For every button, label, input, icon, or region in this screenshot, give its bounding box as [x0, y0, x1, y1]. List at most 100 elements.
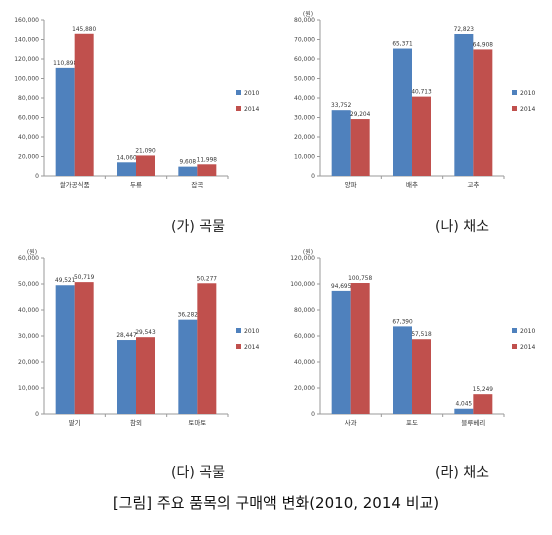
category-label: 블루베리	[461, 418, 485, 427]
bar-2010	[331, 290, 351, 414]
bar-2010	[55, 285, 75, 414]
bar-2010	[178, 166, 198, 176]
y-tick-label: 30,000	[18, 333, 39, 340]
unit-label: (원)	[27, 248, 37, 256]
y-tick-label: 0	[35, 173, 39, 180]
legend-label: 2014	[244, 106, 259, 113]
chart-d-vegetables: (원) 0 20,000 40,000 60,000 80,000 100,000 120,0…	[276, 244, 552, 444]
unit-label: (원)	[303, 248, 313, 256]
category-label: 고추	[467, 181, 479, 189]
chart-a-grains: 0 20,000 40,000 60,000 80,000 100,000 120,000 1…	[0, 6, 276, 206]
category-label: 딸기	[69, 418, 81, 427]
caption-a: (가) 곡물	[170, 219, 225, 235]
legend-swatch	[236, 328, 241, 333]
bar-2014	[136, 155, 155, 176]
y-tick-label: 60,000	[294, 333, 315, 340]
bar-2014	[412, 96, 431, 176]
data-label: 36,282	[178, 313, 199, 319]
chart-svg: 0 20,000 40,000 60,000 80,000 100,000 120,000 1…	[14, 17, 259, 189]
y-tick-label: 0	[35, 411, 39, 418]
bar-2014	[473, 49, 493, 177]
category-label: 토마토	[188, 418, 206, 427]
bar-2014	[74, 33, 94, 176]
y-tick-label: 20,000	[18, 154, 39, 161]
bar-2014	[74, 282, 94, 414]
y-tick-label: 20,000	[294, 385, 315, 392]
bar-2010	[117, 162, 136, 176]
category-label: 잡곡	[191, 181, 203, 189]
data-label: 21,090	[135, 148, 156, 154]
unit-label: (원)	[303, 10, 313, 18]
y-tick-label: 80,000	[294, 17, 315, 24]
bar-2010	[454, 33, 474, 176]
chart-svg: (원) 0 20,000 40,000 60,000 80,000 100,000 120,0…	[290, 248, 535, 427]
bar-2014	[473, 394, 493, 414]
data-label: 11,998	[197, 157, 218, 163]
y-tick-label: 10,000	[294, 154, 315, 161]
data-label: 64,908	[473, 42, 494, 48]
y-tick-label: 160,000	[14, 17, 39, 24]
legend-label: 2010	[244, 328, 259, 335]
caption-d: (라) 채소	[434, 465, 489, 481]
legend-label: 2014	[520, 106, 535, 113]
legend-swatch	[512, 90, 517, 95]
data-label: 100,758	[348, 276, 372, 282]
category-label: 참외	[130, 419, 142, 427]
category-label: 두류	[130, 181, 142, 189]
y-tick-label: 40,000	[18, 307, 39, 314]
caption-b: (나) 채소	[434, 219, 489, 235]
y-tick-label: 80,000	[18, 95, 39, 102]
y-tick-label: 140,000	[14, 37, 39, 44]
y-tick-label: 50,000	[18, 281, 39, 288]
data-label: 40,713	[411, 90, 432, 96]
y-tick-label: 0	[311, 173, 315, 180]
chart-svg: (원) 0 10,000 20,000 30,000 40,000 50,000 60,000…	[294, 10, 535, 189]
y-tick-label: 100,000	[14, 76, 39, 83]
category-label: 양파	[345, 180, 357, 189]
data-label: 49,521	[55, 278, 76, 284]
y-tick-label: 20,000	[18, 359, 39, 366]
y-tick-label: 40,000	[18, 134, 39, 141]
data-label: 50,277	[197, 276, 218, 282]
bar-2014	[136, 337, 155, 414]
chart-svg: (원) 0 10,000 20,000 30,000 40,000 50,000 60,000…	[18, 248, 259, 427]
y-tick-label: 50,000	[294, 76, 315, 83]
legend-swatch	[512, 106, 517, 111]
bar-2014	[350, 119, 370, 176]
y-tick-label: 20,000	[294, 134, 315, 141]
y-tick-label: 120,000	[14, 56, 39, 63]
y-tick-label: 120,000	[290, 255, 315, 262]
data-label: 65,371	[392, 42, 413, 48]
legend-swatch	[236, 90, 241, 95]
legend-swatch	[512, 328, 517, 333]
bar-2010	[55, 67, 75, 176]
data-label: 50,719	[74, 275, 95, 281]
data-label: 94,695	[331, 284, 352, 290]
y-tick-label: 60,000	[18, 255, 39, 262]
data-label: 29,204	[350, 112, 371, 118]
category-label: 사과	[345, 418, 357, 427]
y-tick-label: 60,000	[18, 115, 39, 122]
legend-swatch	[236, 344, 241, 349]
data-label: 72,823	[454, 27, 475, 33]
legend-swatch	[236, 106, 241, 111]
y-tick-label: 40,000	[294, 95, 315, 102]
y-tick-label: 10,000	[18, 385, 39, 392]
y-tick-label: 70,000	[294, 37, 315, 44]
bar-2014	[350, 283, 370, 414]
data-label: 57,518	[411, 332, 432, 338]
data-label: 145,880	[72, 27, 96, 33]
data-label: 29,543	[135, 330, 156, 336]
data-label: 33,752	[331, 103, 352, 109]
y-tick-label: 80,000	[294, 307, 315, 314]
y-tick-label: 0	[311, 411, 315, 418]
data-label: 9,608	[180, 160, 197, 166]
category-label: 배추	[406, 180, 418, 189]
y-tick-label: 100,000	[290, 281, 315, 288]
category-label: 포도	[406, 419, 418, 427]
legend-label: 2010	[520, 328, 535, 335]
y-tick-label: 60,000	[294, 56, 315, 63]
legend-label: 2010	[244, 90, 259, 97]
legend-label: 2014	[520, 344, 535, 351]
y-tick-label: 40,000	[294, 359, 315, 366]
